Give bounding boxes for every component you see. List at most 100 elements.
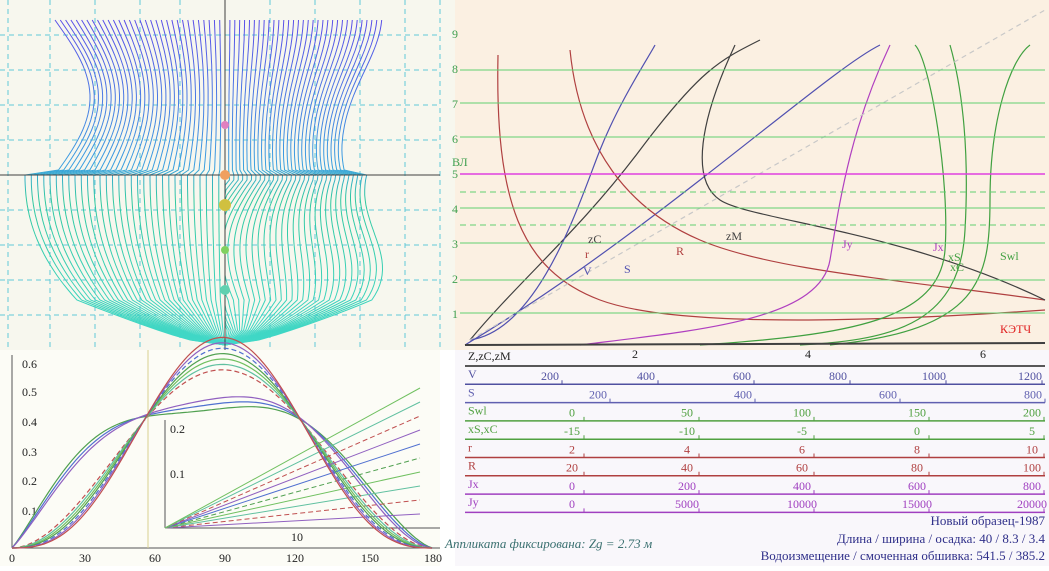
x-label: 30 [79, 551, 91, 565]
scale-tick-label: 800 [1024, 387, 1042, 401]
frame [93, 19, 226, 346]
y-label: 8 [452, 62, 458, 76]
curve-label: zM [726, 229, 742, 243]
frame [224, 19, 319, 346]
scale-tick-label: 200 [541, 369, 559, 383]
frame [199, 19, 226, 346]
scale-tick-label: 0 [569, 497, 575, 511]
scale-tick-label: 5000 [675, 497, 699, 511]
frame [99, 19, 226, 346]
y-label: 0.6 [22, 357, 37, 371]
y-label: 0.4 [22, 415, 37, 429]
y-label: 0.5 [22, 385, 37, 399]
stability-curve [12, 336, 432, 549]
x-label: 4 [805, 347, 811, 361]
curve-label: xS [948, 250, 961, 264]
curve-label: КЭТЧ [1000, 322, 1031, 336]
diagonal [469, 9, 1046, 341]
inner-curve [164, 513, 421, 529]
frame [174, 19, 226, 346]
inner-curve [164, 471, 421, 529]
frame [162, 19, 226, 346]
frame [224, 19, 290, 346]
scale-tick-label: 15000 [902, 497, 932, 511]
y-label: 1 [452, 307, 458, 321]
inner-curve [164, 387, 421, 529]
frame [224, 19, 348, 346]
curve-label: xC [950, 260, 964, 274]
frame [155, 19, 226, 346]
frame [180, 19, 226, 346]
scale-tick-label: 2 [569, 442, 575, 456]
y-label: 0.2 [22, 474, 37, 488]
frame [105, 19, 226, 346]
frame [224, 19, 378, 346]
curve-label: R [676, 244, 684, 258]
scale-tick-label: -5 [797, 424, 807, 438]
y-label: 0.3 [22, 445, 37, 459]
frame [43, 19, 226, 346]
stability-curve [11, 401, 433, 549]
scale-tick-label: 400 [793, 479, 811, 493]
scale-tick-label: 400 [734, 387, 752, 401]
x-label: 90 [219, 551, 231, 565]
point [220, 170, 230, 180]
stability-curve [11, 369, 433, 549]
curve [469, 39, 761, 341]
scale-name: R [468, 459, 476, 473]
inner-curve [164, 499, 421, 529]
stability-curve [11, 396, 433, 549]
scale-tick-label: 50 [681, 406, 693, 420]
scale-name: V [468, 367, 477, 381]
scale-name: S [468, 385, 475, 399]
stability-curve [11, 358, 433, 549]
y-label: 4 [452, 202, 458, 216]
frame [224, 19, 299, 346]
frame [224, 19, 295, 346]
frame [224, 19, 265, 346]
frame [224, 19, 270, 346]
scale-name: Jx [468, 477, 479, 491]
scale-tick-label: 8 [914, 442, 920, 456]
frame [87, 19, 226, 346]
x-label: 6 [980, 347, 986, 361]
frame [224, 19, 314, 346]
x-label: 2 [632, 347, 638, 361]
hydro-curves [464, 9, 1046, 346]
frame [212, 19, 226, 346]
stability-bg [0, 350, 440, 566]
frame [224, 19, 309, 346]
frame [118, 19, 226, 346]
frame [224, 19, 329, 346]
scale-tick-label: -15 [564, 424, 580, 438]
frame [49, 19, 226, 346]
inner-curve [164, 485, 421, 529]
scale-tick-label: 100 [1023, 461, 1041, 475]
scale-name: Z,zC,zM [468, 349, 511, 363]
y-label: 7 [452, 97, 458, 111]
curve [569, 49, 1046, 301]
frame [37, 19, 226, 346]
inner-curve [164, 443, 421, 529]
stability-curve [12, 342, 432, 549]
info-displacement: Водоизмещение / смоченная обшивка: 541.5… [761, 548, 1045, 563]
x-label: 120 [286, 551, 304, 565]
scale-tick-label: 600 [733, 369, 751, 383]
scale-tick-label: 200 [678, 479, 696, 493]
frame [149, 19, 226, 346]
scale-tick-label: 20 [566, 461, 578, 475]
scale-tick-label: 40 [681, 461, 693, 475]
frame [224, 19, 363, 346]
stability-curve [12, 347, 433, 549]
stability: 0 30 60 90 120 150 180 0.1 0.2 0.3 0.4 0.5 0.6 0.1 0.2… [9, 336, 652, 565]
frame [224, 19, 280, 346]
curve [701, 44, 1046, 301]
scale-tick-label: 1200 [1018, 369, 1042, 383]
curve-label: Jx [933, 240, 944, 254]
scale-tick-label: 200 [1023, 406, 1041, 420]
stability-curve [11, 352, 433, 549]
frame [224, 19, 353, 346]
frame [224, 19, 384, 346]
scale-name: Jy [468, 495, 479, 509]
